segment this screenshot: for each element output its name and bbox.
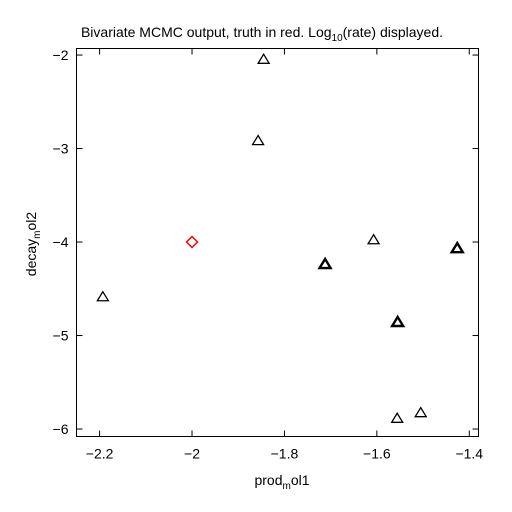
y-tick-label: −5 (53, 328, 69, 344)
y-tick-label: −6 (53, 421, 69, 437)
x-tick-label: −2 (184, 446, 200, 462)
y-tick-label: −3 (53, 141, 69, 157)
sample-point (256, 52, 271, 64)
sample-point (449, 240, 465, 254)
sample-point (317, 256, 333, 270)
x-axis-label: prodmol1 (254, 472, 309, 492)
x-tick-label: −2.2 (86, 446, 114, 462)
sample-point (251, 134, 265, 146)
y-axis: −2 −3 −4 −5 −6 (53, 47, 479, 437)
data-points (96, 52, 465, 423)
sample-point (366, 233, 381, 245)
sample-point (390, 411, 404, 423)
y-axis-label: decaymol2 (23, 212, 43, 277)
y-tick-label: −4 (53, 234, 69, 250)
y-tick-label: −2 (53, 47, 69, 63)
x-tick-label: −1.8 (271, 446, 299, 462)
x-axis: −2.2 −2 −1.8 −1.6 −1.4 (86, 48, 483, 462)
x-tick-label: −1.4 (455, 446, 483, 462)
sample-point (414, 406, 428, 418)
chart-title: Bivariate MCMC output, truth in red. Log… (81, 24, 443, 44)
sample-point (390, 314, 406, 328)
sample-point (96, 290, 110, 302)
plot-frame (76, 48, 479, 437)
truth-point (185, 235, 199, 249)
x-tick-label: −1.6 (363, 446, 391, 462)
